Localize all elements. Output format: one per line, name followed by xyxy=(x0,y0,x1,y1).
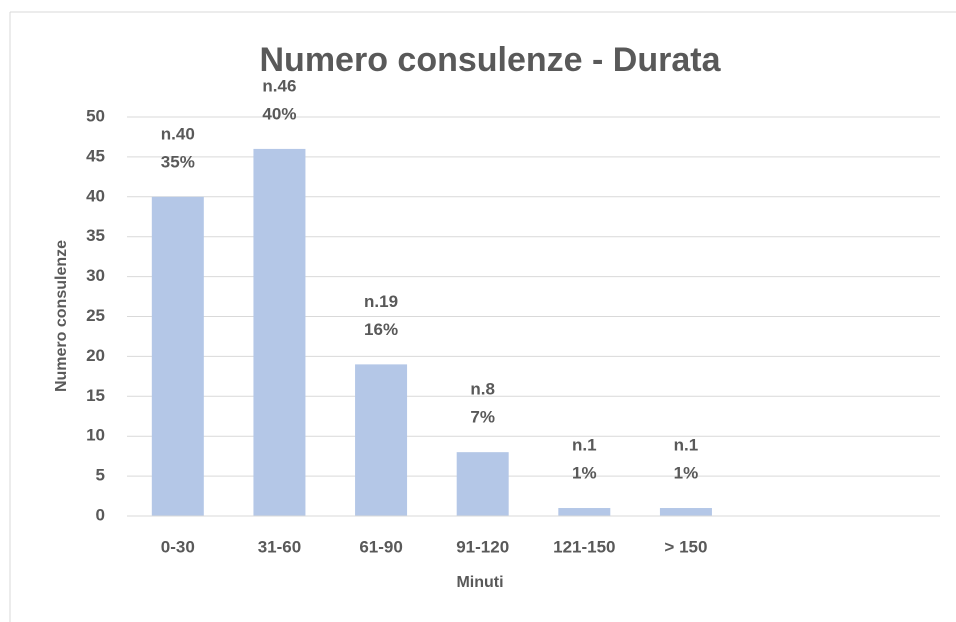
y-tick-label: 40 xyxy=(86,186,105,205)
y-tick-label: 5 xyxy=(96,466,105,485)
y-tick-label: 15 xyxy=(86,386,105,405)
share-label: 1% xyxy=(572,464,597,483)
data-label: n.8 xyxy=(470,380,495,399)
bar xyxy=(151,196,204,517)
x-tick-label: > 150 xyxy=(664,537,707,556)
y-tick-label: 45 xyxy=(86,146,105,165)
x-tick-label: 0-30 xyxy=(161,537,195,556)
x-axis-label: Minuti xyxy=(456,574,503,591)
chart-title: Numero consulenze - Durata xyxy=(260,41,722,79)
share-label: 1% xyxy=(674,464,699,483)
y-tick-label: 35 xyxy=(86,226,105,245)
bar xyxy=(456,452,509,516)
share-label: 35% xyxy=(161,152,195,171)
share-label: 16% xyxy=(364,320,398,339)
x-tick-label: 31-60 xyxy=(258,537,301,556)
y-tick-label: 30 xyxy=(86,266,105,285)
data-label: n.1 xyxy=(674,436,699,455)
share-label: 7% xyxy=(470,408,495,427)
y-tick-label: 20 xyxy=(86,346,105,365)
share-label: 40% xyxy=(262,104,296,123)
bar xyxy=(253,148,306,517)
y-tick-label: 10 xyxy=(86,426,105,445)
data-label: n.40 xyxy=(161,124,195,143)
x-tick-label: 91-120 xyxy=(456,537,509,556)
y-tick-label: 50 xyxy=(86,106,105,125)
bar xyxy=(659,508,712,516)
data-label: n.19 xyxy=(364,292,398,311)
y-axis-label: Numero consulenze xyxy=(53,240,70,392)
x-tick-label: 61-90 xyxy=(359,537,402,556)
bar xyxy=(355,364,408,516)
y-tick-label: 0 xyxy=(96,505,105,524)
data-label: n.1 xyxy=(572,436,597,455)
y-tick-label: 25 xyxy=(86,306,105,325)
x-tick-label: 121-150 xyxy=(553,537,615,556)
bar xyxy=(558,508,611,516)
data-label: n.46 xyxy=(262,76,296,95)
